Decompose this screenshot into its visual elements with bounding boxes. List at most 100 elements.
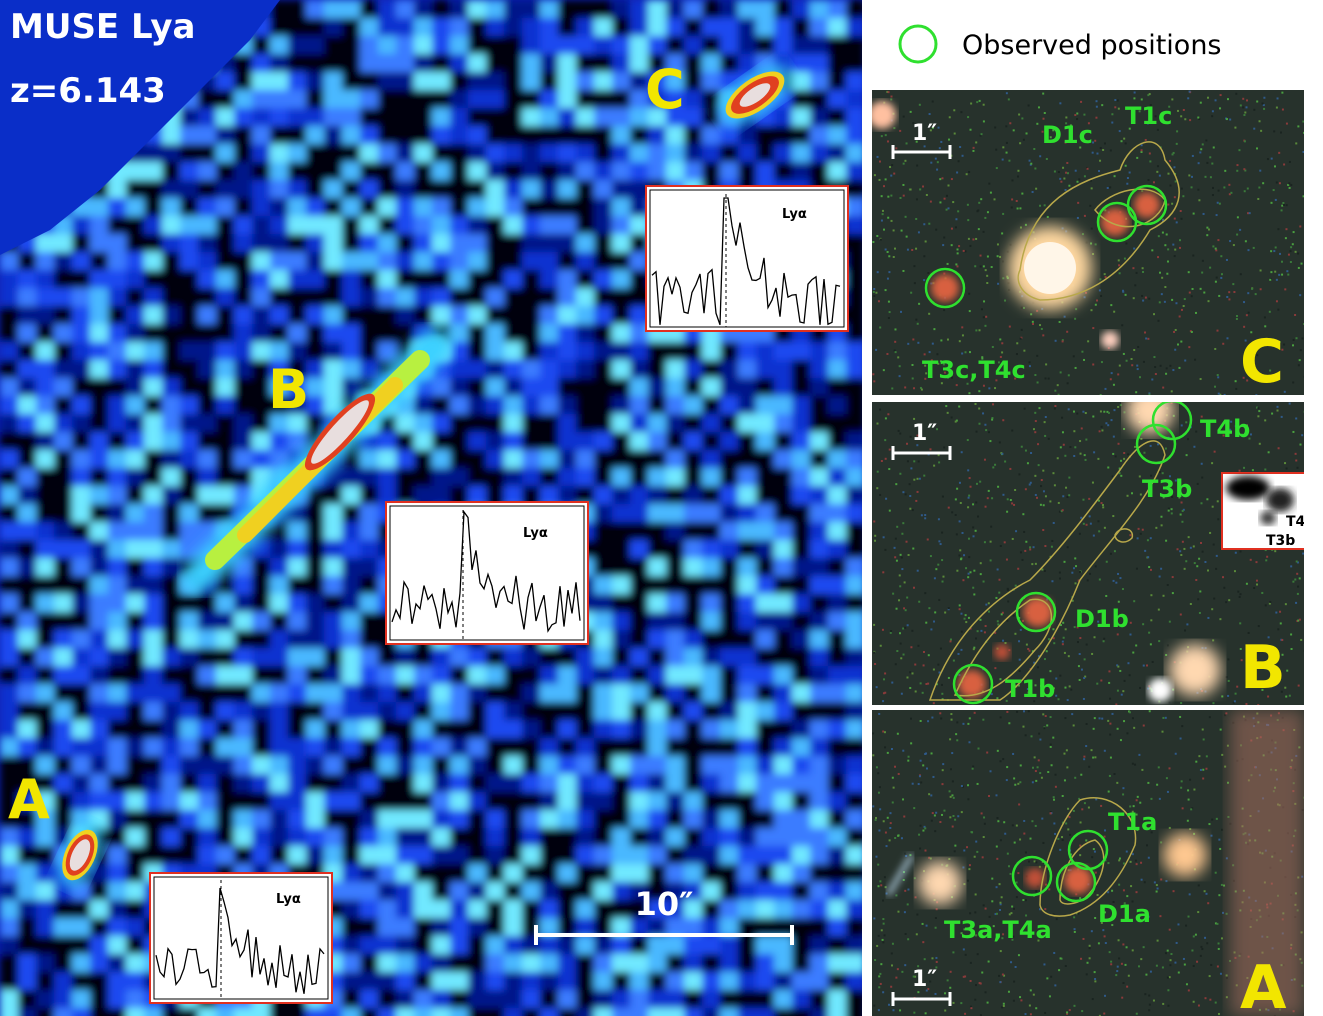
noise-pixel	[36, 432, 55, 451]
noise-pixel	[324, 342, 343, 361]
noise-pixel	[666, 720, 685, 739]
noise-pixel	[36, 648, 55, 667]
noise-pixel	[270, 162, 289, 181]
noise-speck	[916, 477, 919, 480]
noise-pixel	[540, 108, 559, 127]
noise-pixel	[666, 756, 685, 775]
noise-pixel	[576, 198, 595, 217]
noise-pixel	[666, 522, 685, 541]
noise-pixel	[144, 630, 163, 649]
noise-pixel	[342, 234, 361, 253]
noise-pixel	[378, 36, 397, 55]
noise-pixel	[378, 432, 397, 451]
noise-speck	[1225, 676, 1228, 679]
noise-pixel	[432, 774, 451, 793]
noise-speck	[1117, 107, 1120, 110]
noise-pixel	[324, 504, 343, 523]
image-label: A	[8, 768, 50, 831]
noise-pixel	[414, 900, 433, 919]
noise-pixel	[630, 738, 649, 757]
noise-pixel	[288, 774, 307, 793]
noise-speck	[1151, 660, 1154, 663]
noise-speck	[975, 237, 978, 240]
noise-speck	[931, 100, 934, 103]
noise-speck	[948, 858, 951, 861]
noise-speck	[979, 134, 982, 137]
noise-pixel	[108, 954, 127, 973]
noise-pixel	[0, 720, 19, 739]
noise-speck	[1063, 651, 1066, 654]
noise-speck	[1168, 701, 1171, 704]
noise-pixel	[792, 612, 811, 631]
noise-pixel	[234, 468, 253, 487]
noise-pixel	[810, 504, 829, 523]
noise-pixel	[846, 72, 862, 91]
noise-speck	[1045, 157, 1048, 160]
noise-speck	[1047, 377, 1050, 380]
noise-speck	[1127, 662, 1130, 665]
noise-pixel	[144, 612, 163, 631]
noise-pixel	[360, 108, 379, 127]
noise-speck	[986, 282, 989, 285]
noise-speck	[1263, 107, 1266, 110]
noise-pixel	[612, 252, 631, 271]
noise-pixel	[594, 432, 613, 451]
noise-speck	[1247, 249, 1250, 252]
noise-pixel	[522, 828, 541, 847]
noise-speck	[1185, 454, 1188, 457]
noise-pixel	[72, 918, 91, 937]
noise-speck	[901, 532, 904, 535]
noise-pixel	[576, 900, 595, 919]
noise-pixel	[792, 576, 811, 595]
noise-speck	[1003, 821, 1006, 824]
noise-speck	[954, 513, 957, 516]
noise-pixel	[702, 792, 721, 811]
noise-pixel	[828, 162, 847, 181]
noise-speck	[884, 548, 887, 551]
noise-speck	[1084, 458, 1087, 461]
noise-speck	[930, 752, 933, 755]
noise-speck	[1005, 779, 1008, 782]
noise-pixel	[612, 720, 631, 739]
noise-pixel	[198, 144, 217, 163]
noise-pixel	[720, 792, 739, 811]
noise-pixel	[846, 360, 862, 379]
empty-region	[0, 0, 280, 255]
noise-pixel	[450, 648, 469, 667]
noise-pixel	[504, 288, 523, 307]
noise-pixel	[720, 54, 739, 73]
noise-speck	[1297, 684, 1300, 687]
noise-pixel	[396, 666, 415, 685]
noise-speck	[1029, 163, 1032, 166]
noise-pixel	[810, 468, 829, 487]
noise-pixel	[450, 954, 469, 973]
noise-pixel	[846, 504, 862, 523]
noise-pixel	[198, 522, 217, 541]
noise-pixel	[774, 414, 793, 433]
noise-speck	[910, 742, 913, 745]
noise-pixel	[576, 72, 595, 91]
noise-speck	[900, 310, 903, 313]
noise-pixel	[360, 486, 379, 505]
noise-pixel	[738, 432, 757, 451]
noise-speck	[978, 99, 981, 102]
noise-pixel	[576, 414, 595, 433]
noise-pixel	[486, 972, 505, 991]
noise-speck	[1147, 556, 1150, 559]
noise-speck	[1029, 481, 1032, 484]
noise-speck	[949, 768, 952, 771]
noise-speck	[1025, 132, 1028, 135]
noise-speck	[1049, 716, 1052, 719]
noise-speck	[972, 503, 975, 506]
noise-pixel	[828, 792, 847, 811]
noise-speck	[1067, 655, 1070, 658]
noise-pixel	[270, 54, 289, 73]
noise-speck	[1149, 104, 1152, 107]
noise-pixel	[738, 558, 757, 577]
noise-speck	[944, 992, 947, 995]
noise-pixel	[378, 288, 397, 307]
noise-pixel	[252, 144, 271, 163]
noise-speck	[1239, 647, 1242, 650]
noise-speck	[888, 448, 891, 451]
noise-pixel	[774, 918, 793, 937]
